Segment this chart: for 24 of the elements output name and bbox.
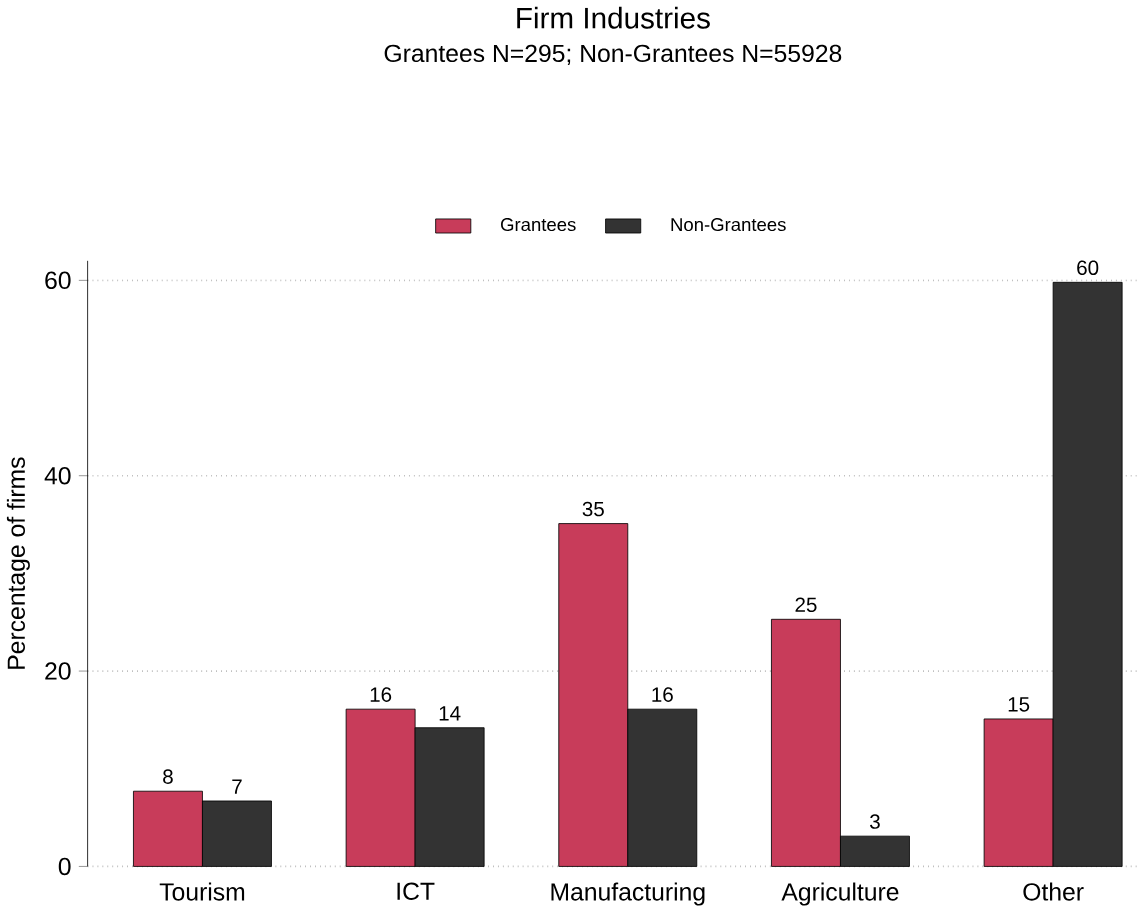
chart-subtitle: Grantees N=295; Non-Grantees N=55928 <box>384 44 842 65</box>
legend-label: Grantees <box>501 217 576 231</box>
y-tick-label: 40 <box>44 466 71 485</box>
data-label: 3 <box>870 814 880 829</box>
y-tick-label: 60 <box>45 271 71 289</box>
y-axis-title: Percentage of firms <box>6 457 30 669</box>
x-tick-label: Tourism <box>159 882 245 901</box>
legend-label: Non-Grantees <box>671 217 786 231</box>
data-label: 16 <box>652 687 673 702</box>
data-label: 14 <box>439 706 461 721</box>
data-label: 35 <box>582 501 604 517</box>
x-tick-label: Manufacturing <box>551 882 705 906</box>
y-tick-label: 20 <box>45 662 71 680</box>
x-tick-label: ICT <box>397 882 435 900</box>
data-label: 25 <box>795 597 817 612</box>
data-label: 8 <box>163 769 173 784</box>
data-label: 60 <box>1077 260 1099 275</box>
chart-title: Firm Industries <box>517 6 710 29</box>
y-tick-label: 0 <box>58 857 71 875</box>
data-label: 16 <box>370 687 392 702</box>
data-label: 7 <box>232 779 242 794</box>
data-label: 15 <box>1008 697 1030 712</box>
x-tick-label: Other <box>1023 882 1084 901</box>
x-tick-label: Agriculture <box>781 882 899 906</box>
